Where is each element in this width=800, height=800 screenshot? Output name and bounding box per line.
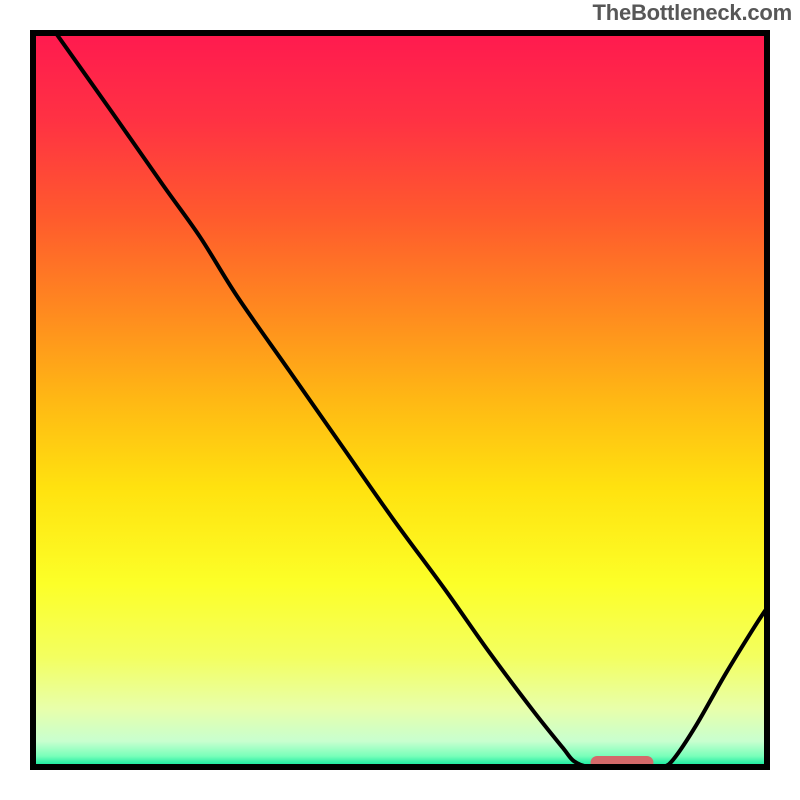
watermark-text: TheBottleneck.com (592, 0, 792, 26)
bottleneck-chart (0, 0, 800, 800)
heat-gradient-background (33, 33, 767, 767)
chart-container: { "watermark": { "text": "TheBottleneck.… (0, 0, 800, 800)
